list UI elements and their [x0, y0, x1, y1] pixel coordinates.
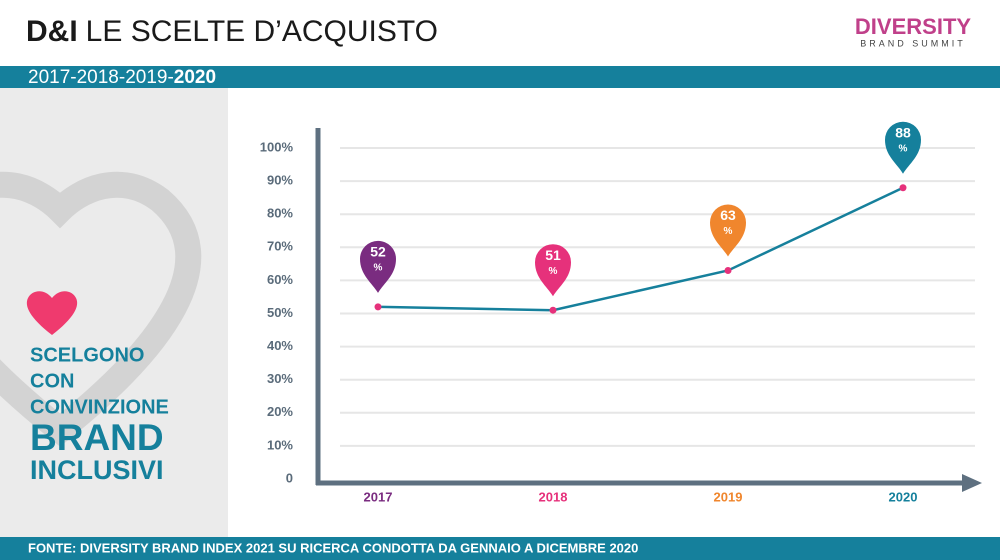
- y-tick-label: 0: [286, 470, 293, 485]
- logo-name: DIVERSITY: [855, 14, 971, 39]
- value-label-unit: %: [724, 226, 733, 237]
- heart-icon: [26, 291, 78, 335]
- sidebar-line: INCLUSIVI: [30, 455, 164, 485]
- value-label-unit: %: [899, 143, 908, 154]
- footer-band: [0, 537, 1000, 560]
- value-label: 51: [545, 247, 561, 263]
- logo-tagline: BRAND SUMMIT: [860, 38, 966, 48]
- plot: 0 10% 20% 30% 40% 50% 60% 70% 80% 90% 100% 2017 2018…: [260, 121, 982, 504]
- years-band: [0, 66, 1000, 88]
- value-label: 52: [370, 244, 386, 260]
- value-label-unit: %: [374, 263, 383, 274]
- y-tick-label: 90%: [267, 173, 293, 188]
- y-tick-label: 40%: [267, 338, 293, 353]
- sidebar-line: CONVINZIONE: [30, 396, 169, 418]
- sidebar-line: SCELGONO: [30, 344, 144, 366]
- point: [899, 184, 907, 192]
- page-title: D&I LE SCELTE D’ACQUISTO: [26, 15, 438, 48]
- point: [724, 266, 732, 274]
- y-tick-label: 80%: [267, 206, 293, 221]
- value-label-unit: %: [549, 266, 558, 277]
- pin: [360, 240, 396, 293]
- years-list: 2017-2018-2019-: [28, 67, 174, 88]
- x-axis-arrow: [962, 474, 982, 492]
- y-tick-label: 10%: [267, 437, 293, 452]
- value-label: 63: [720, 207, 736, 223]
- point: [374, 303, 382, 311]
- x-tick-label: 2018: [539, 489, 568, 504]
- point: [549, 306, 557, 314]
- footer-text: FONTE: DIVERSITY BRAND INDEX 2021 SU RIC…: [28, 540, 638, 555]
- x-tick-label: 2017: [364, 489, 393, 504]
- pin: [885, 121, 921, 174]
- title-bold: D&I: [26, 15, 78, 48]
- pin: [535, 244, 571, 297]
- title-text: LE SCELTE D’ACQUISTO: [86, 15, 438, 48]
- value-label: 88: [895, 124, 911, 140]
- y-tick-label: 30%: [267, 371, 293, 386]
- y-tick-label: 50%: [267, 305, 293, 320]
- years-bold: 2020: [174, 67, 216, 88]
- sidebar-line: CON: [30, 370, 74, 392]
- sidebar-line: BRAND: [30, 417, 164, 458]
- sidebar-text: SCELGONO CON CONVINZIONE BRAND INCLUSIVI: [30, 344, 169, 485]
- y-tick-label: 70%: [267, 239, 293, 254]
- y-tick-label: 20%: [267, 404, 293, 419]
- y-tick-label: 100%: [260, 139, 294, 154]
- heart-outline: [0, 171, 202, 447]
- x-tick-label: 2019: [714, 489, 743, 504]
- y-tick-label: 60%: [267, 272, 293, 287]
- pin: [710, 204, 746, 257]
- x-tick-label: 2020: [889, 489, 918, 504]
- years: 2017-2018-2019-2020: [28, 67, 216, 88]
- line: [377, 186, 904, 312]
